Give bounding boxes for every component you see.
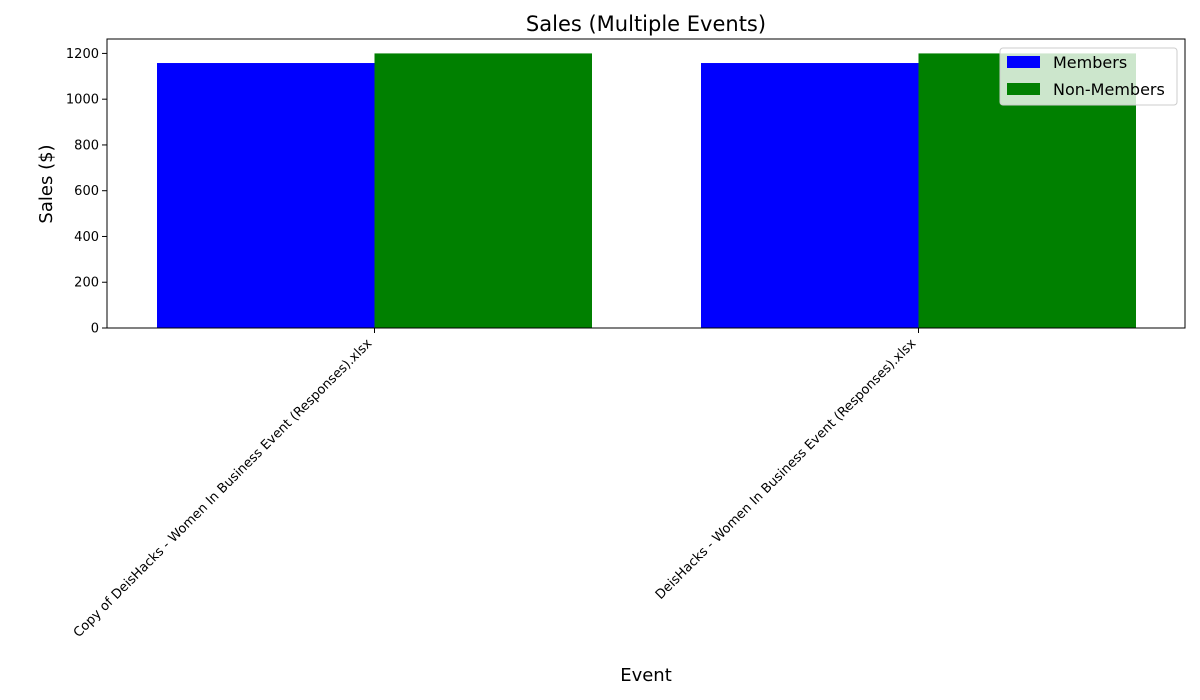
y-tick-label: 800 xyxy=(74,138,99,153)
bars-layer xyxy=(157,53,1136,329)
bar-non-members-0 xyxy=(374,53,592,328)
legend: Members Non-Members xyxy=(999,47,1178,106)
legend-label: Non-Members xyxy=(1053,80,1165,99)
y-tick-label: 1000 xyxy=(66,93,99,108)
y-tick-label: 0 xyxy=(91,322,99,337)
bar-members-1 xyxy=(701,63,919,329)
y-axis-label: Sales ($) xyxy=(36,144,57,223)
bar-members-0 xyxy=(157,63,375,329)
x-axis-label: Event xyxy=(620,665,672,686)
legend-box xyxy=(999,47,1178,106)
x-tick-label: Copy of DeisHacks - Women In Business Ev… xyxy=(71,336,376,641)
y-tick-label: 1200 xyxy=(66,47,99,62)
axes-layer xyxy=(106,38,1186,329)
plot-frame xyxy=(106,38,1186,329)
y-tick-label: 600 xyxy=(74,184,99,199)
y-tick-label: 400 xyxy=(74,230,99,245)
legend-label: Members xyxy=(1053,53,1127,72)
chart-title: Sales (Multiple Events) xyxy=(526,12,766,36)
legend-swatch xyxy=(1007,56,1040,68)
legend-swatch xyxy=(1007,83,1040,95)
y-tick-label: 200 xyxy=(74,276,99,291)
x-tick-label: DeisHacks - Women In Business Event (Res… xyxy=(653,336,920,603)
